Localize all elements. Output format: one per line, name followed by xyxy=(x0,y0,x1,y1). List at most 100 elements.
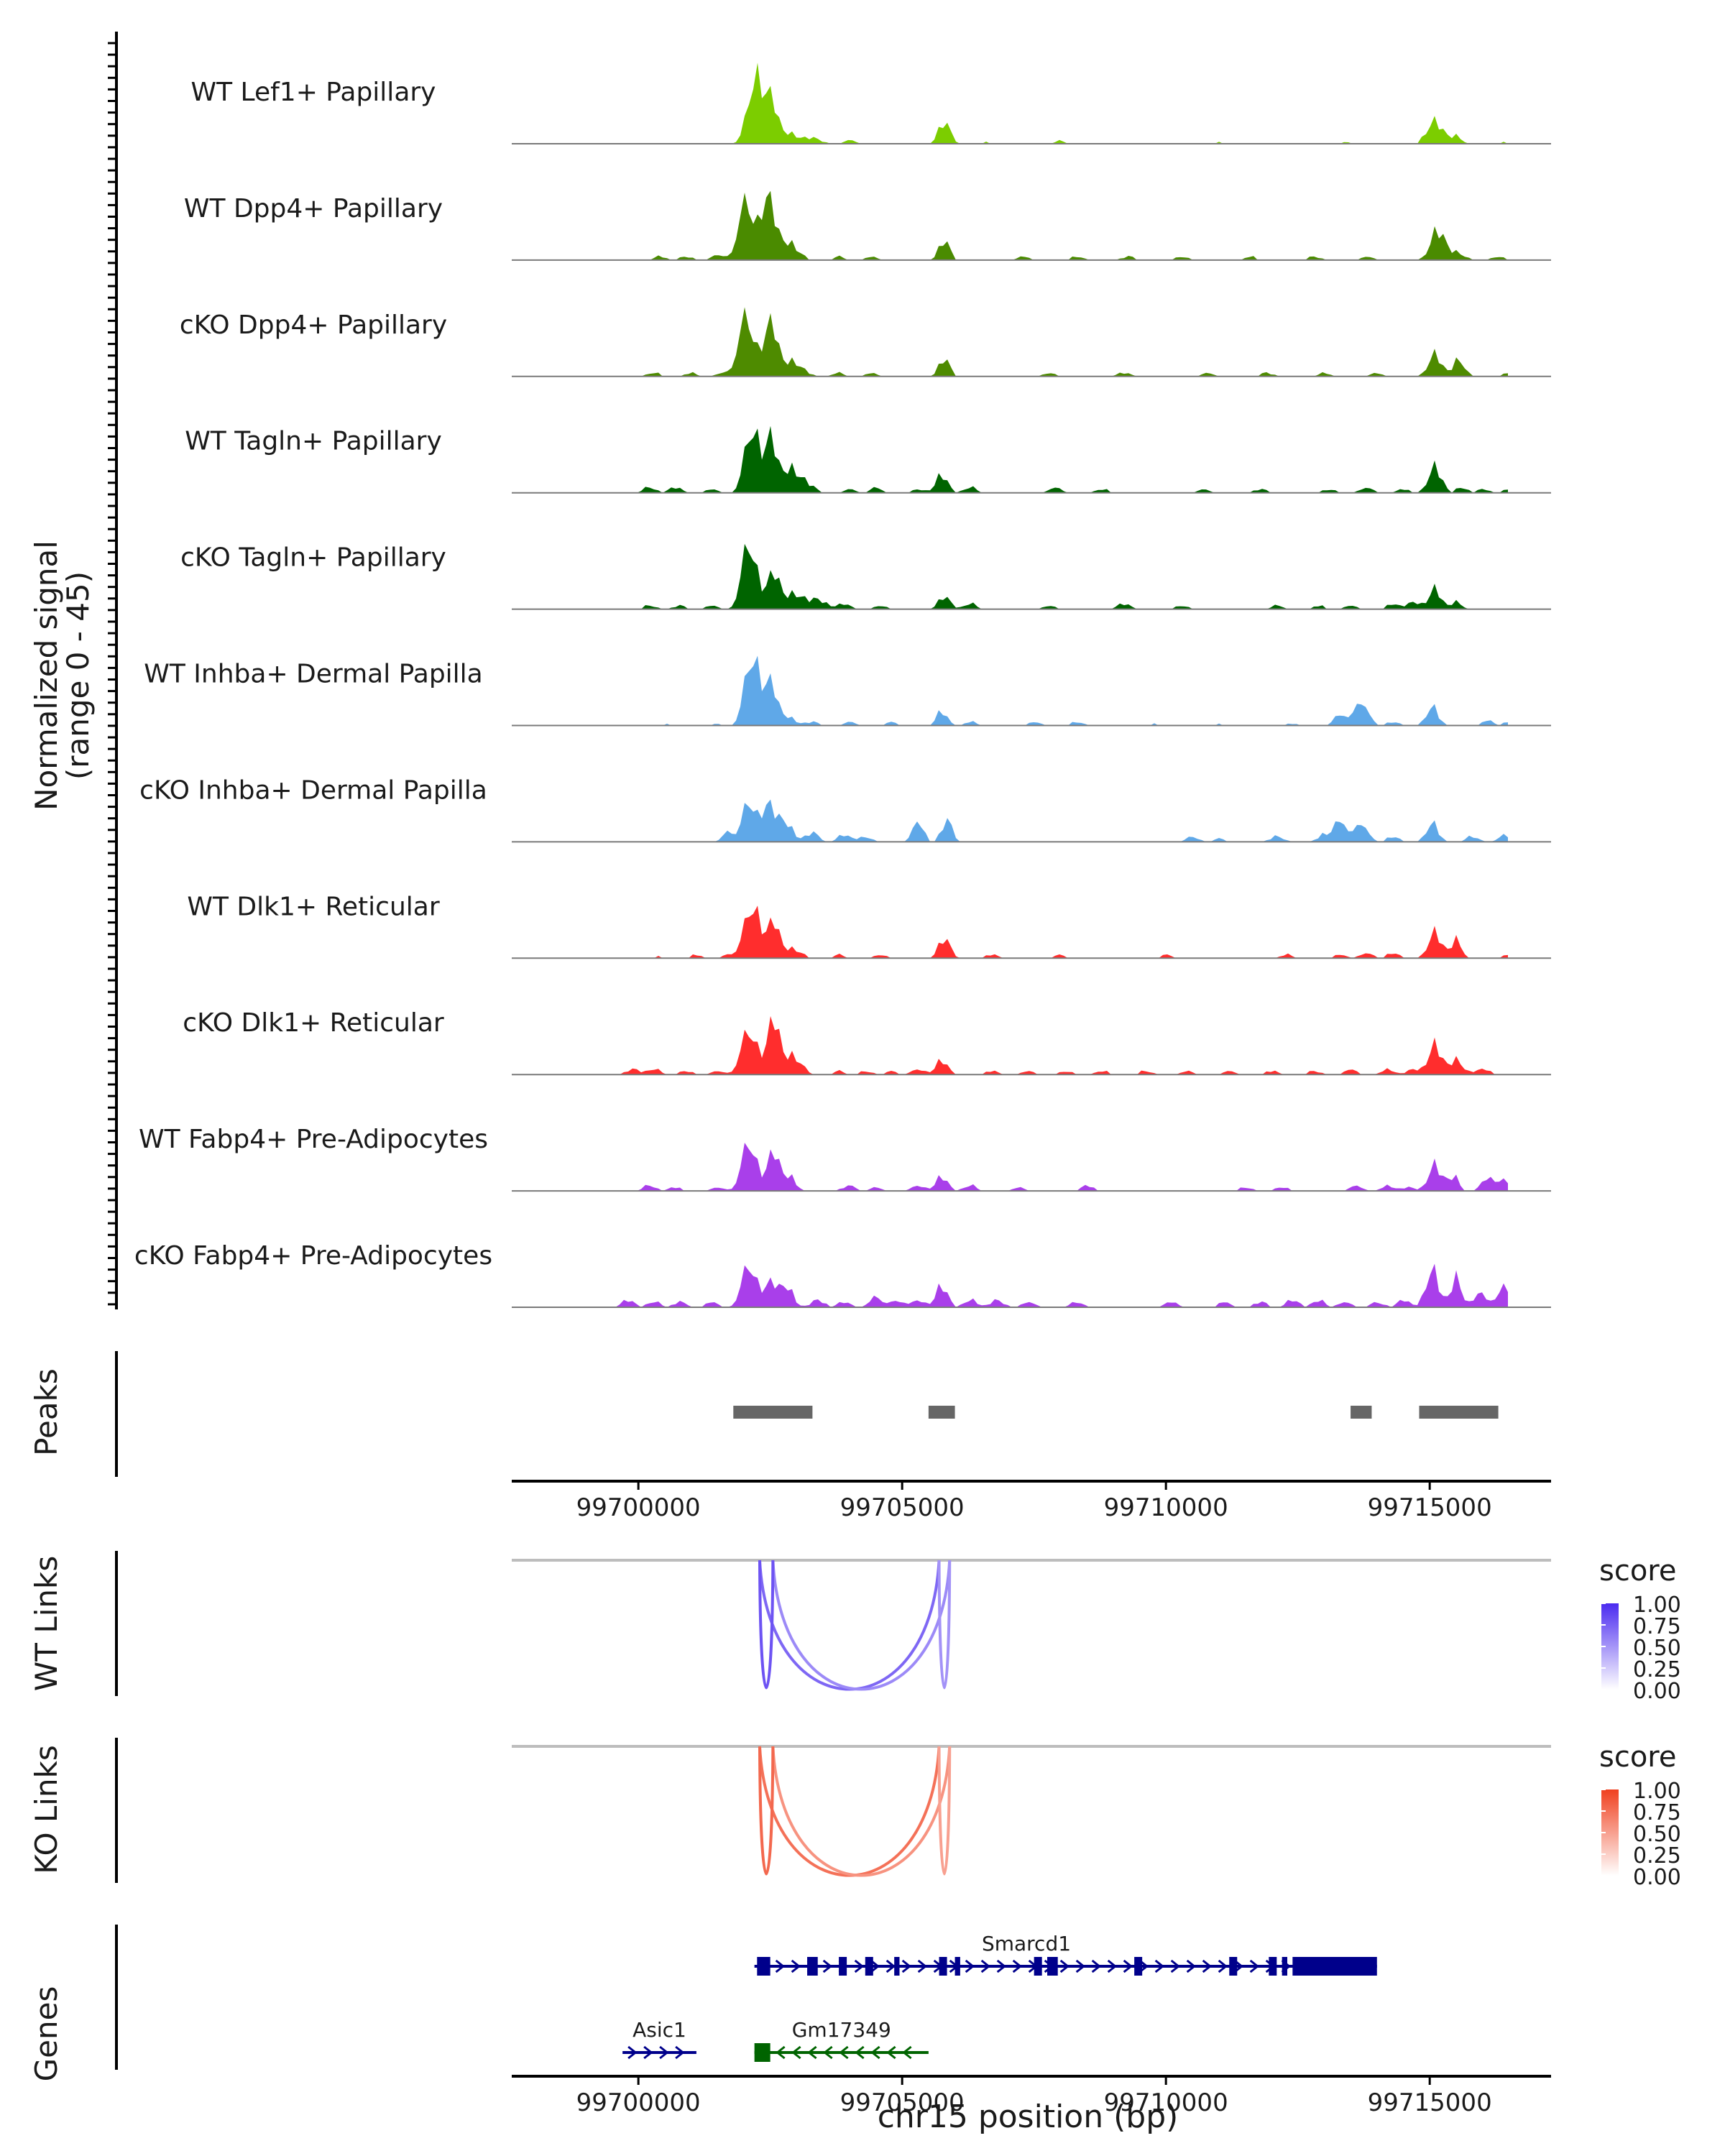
coverage-area xyxy=(512,1143,1508,1192)
strand-arrow xyxy=(854,1959,865,1973)
peak-region xyxy=(1351,1406,1372,1419)
legend-title: score xyxy=(1599,1741,1676,1774)
coverage-area xyxy=(512,1015,1508,1075)
legend-tick-label: 0.50 xyxy=(1633,1822,1681,1847)
legend-tick-label: 0.00 xyxy=(1633,1865,1681,1890)
link-arc xyxy=(771,1746,952,1877)
genes-track: Smarcd1 Gm17349 Asic1 xyxy=(622,1932,1377,2062)
x-tick-label: 99705000 xyxy=(840,1493,965,1522)
coverage-area xyxy=(512,1263,1508,1307)
legend-tick-label: 0.25 xyxy=(1633,1657,1681,1682)
x-tick-label: 99710000 xyxy=(1104,1493,1228,1522)
coverage-track: WT Dlk1+ Reticular xyxy=(187,892,1551,959)
coverage-track-label: cKO Dpp4+ Papillary xyxy=(180,310,447,340)
strand-arrow xyxy=(917,1959,928,1973)
coverage-area xyxy=(512,425,1508,493)
coverage-track-label: cKO Inhba+ Dermal Papilla xyxy=(139,775,487,805)
strand-arrow xyxy=(1123,1959,1133,1973)
strand-arrow xyxy=(1154,1959,1165,1973)
strand-arrow xyxy=(643,2045,653,2060)
link-track: WT Links score 1.000.750.500.250.00 xyxy=(29,1554,1681,1704)
legend-tick-label: 0.50 xyxy=(1633,1636,1681,1661)
link-arc xyxy=(758,1746,775,1876)
coverage-track-label: cKO Dlk1+ Reticular xyxy=(183,1008,444,1038)
link-track: KO Links score 1.000.750.500.250.00 xyxy=(29,1741,1681,1890)
y-axis-label-range: (range 0 - 45) xyxy=(60,571,96,780)
gene-exon xyxy=(1282,1957,1287,1976)
link-arc xyxy=(937,1560,952,1690)
strand-arrow xyxy=(980,1959,991,1973)
strand-arrow xyxy=(902,2045,912,2060)
gene-exon xyxy=(1134,1957,1143,1976)
x-tick-label: 99700000 xyxy=(576,1493,701,1522)
gene-exon xyxy=(1292,1957,1377,1976)
peaks-track xyxy=(733,1406,1499,1419)
strand-arrow xyxy=(1202,1959,1213,1973)
gene-exon xyxy=(954,1957,960,1976)
peak-region xyxy=(1419,1406,1499,1419)
coverage-track-label: WT Tagln+ Papillary xyxy=(185,427,442,456)
strand-arrow xyxy=(807,2045,817,2060)
coverage-track: WT Lef1+ Papillary xyxy=(191,63,1551,144)
gene-exon xyxy=(839,1957,847,1976)
ko-links-track-label: KO Links xyxy=(29,1745,64,1874)
x-tick-label: 99710000 xyxy=(1104,2088,1228,2117)
strand-arrow xyxy=(996,1959,1007,1973)
coverage-area xyxy=(512,190,1508,260)
strand-arrow xyxy=(775,1959,786,1973)
gene-exon xyxy=(1034,1957,1042,1976)
gene: Gm17349 xyxy=(754,2018,929,2062)
coverage-tracks: WT Lef1+ Papillary WT Dpp4+ Papillary cKO … xyxy=(134,63,1551,1308)
coverage-track: WT Fabp4+ Pre-Adipocytes xyxy=(139,1125,1551,1192)
x-tick-label: 99715000 xyxy=(1368,2088,1492,2117)
strand-arrow xyxy=(870,2045,880,2060)
x-axis-upper: 99700000 99705000 99710000 99715000 xyxy=(512,1480,1551,1522)
gene: Smarcd1 xyxy=(754,1932,1377,1976)
strand-arrow xyxy=(886,1959,896,1973)
strand-arrow xyxy=(791,2045,801,2060)
coverage-track: cKO Dlk1+ Reticular xyxy=(183,1008,1551,1076)
strand-arrow xyxy=(965,1959,975,1973)
legend-tick-label: 0.75 xyxy=(1633,1614,1681,1639)
peak-region xyxy=(928,1406,955,1419)
peak-region xyxy=(733,1406,813,1419)
coverage-track: cKO Dpp4+ Papillary xyxy=(180,307,1551,377)
gene-exon xyxy=(1269,1957,1277,1976)
link-legend: score 1.000.750.500.250.00 xyxy=(1599,1554,1681,1704)
strand-arrow xyxy=(1059,1959,1070,1973)
x-tick-label: 99700000 xyxy=(576,2088,701,2117)
coverage-track-label: cKO Fabp4+ Pre-Adipocytes xyxy=(134,1241,492,1271)
link-arc xyxy=(758,1560,775,1690)
strand-arrow xyxy=(627,2045,638,2060)
legend-tick-label: 0.75 xyxy=(1633,1800,1681,1825)
link-legend: score 1.000.750.500.250.00 xyxy=(1599,1741,1681,1890)
strand-arrow xyxy=(791,1959,801,1973)
gene-exon xyxy=(865,1957,873,1976)
strand-arrow xyxy=(823,2045,833,2060)
gene-name: Gm17349 xyxy=(792,2018,891,2042)
gene-exon xyxy=(939,1957,947,1976)
wt-links-track-label: WT Links xyxy=(29,1556,64,1691)
strand-arrow xyxy=(1012,1959,1023,1973)
genes-track-label: Genes xyxy=(29,1986,64,2082)
gene: Asic1 xyxy=(622,2018,696,2060)
strand-arrow xyxy=(1249,1959,1260,1973)
coverage-track-label: WT Dlk1+ Reticular xyxy=(187,892,439,921)
strand-arrow xyxy=(870,1959,880,1973)
gene-exon xyxy=(1047,1957,1058,1976)
legend-tick-label: 1.00 xyxy=(1633,1779,1681,1804)
coverage-track-label: WT Inhba+ Dermal Papilla xyxy=(144,660,482,689)
coverage-track: cKO Inhba+ Dermal Papilla xyxy=(139,775,1551,843)
strand-arrow xyxy=(1107,1959,1118,1973)
strand-arrow xyxy=(1075,1959,1086,1973)
gene-exon xyxy=(757,1957,770,1976)
gene-exon xyxy=(1229,1957,1238,1976)
coverage-track-label: WT Fabp4+ Pre-Adipocytes xyxy=(139,1125,488,1154)
strand-arrow xyxy=(886,2045,896,2060)
coverage-track-label: cKO Tagln+ Papillary xyxy=(180,543,446,573)
x-tick-label: 99715000 xyxy=(1368,1493,1492,1522)
gene-exon xyxy=(807,1957,818,1976)
coverage-track: WT Inhba+ Dermal Papilla xyxy=(144,655,1551,727)
